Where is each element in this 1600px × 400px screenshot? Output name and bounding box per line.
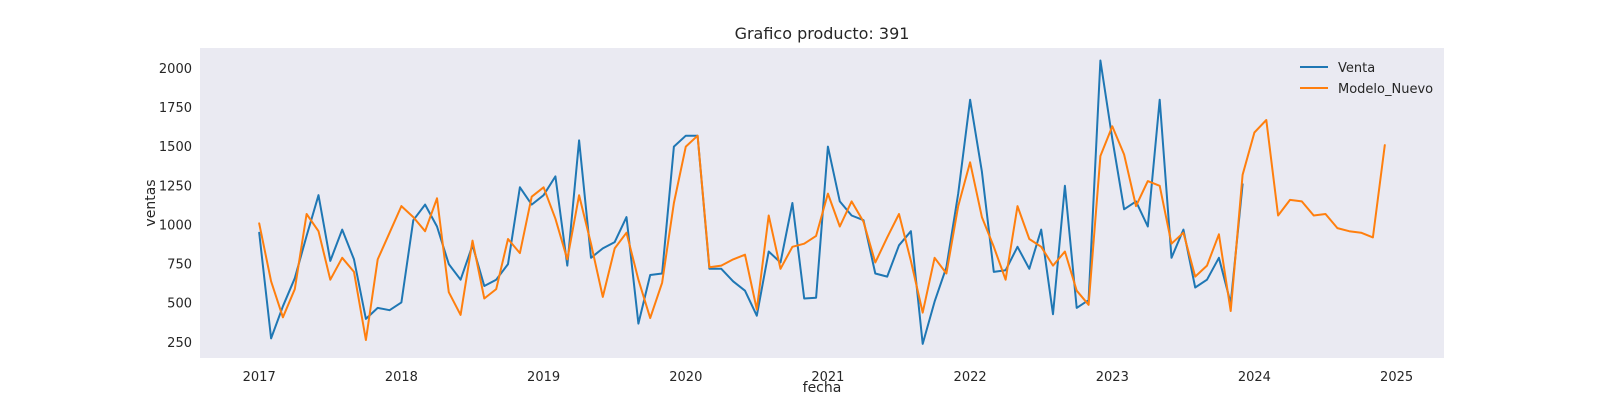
x-tick-label: 2020: [669, 370, 702, 385]
y-tick-label: 1500: [159, 140, 192, 155]
x-tick-label: 2022: [954, 370, 987, 385]
y-tick-label: 2000: [159, 62, 192, 77]
y-tick-label: 1000: [159, 218, 192, 233]
y-tick-label: 750: [167, 258, 192, 273]
y-axis-label: ventas: [143, 179, 159, 226]
y-tick-label: 500: [167, 297, 192, 312]
y-tick-label: 250: [167, 336, 192, 351]
x-tick-label: 2018: [385, 370, 418, 385]
y-axis: 250 500 750 1000 1250 1500 1750 2000: [159, 62, 192, 351]
x-tick-label: 2017: [243, 370, 276, 385]
y-tick-label: 1250: [159, 179, 192, 194]
plot-background: [200, 48, 1444, 358]
x-axis-label: fecha: [803, 380, 842, 396]
legend-label: Modelo_Nuevo: [1338, 82, 1433, 97]
x-tick-label: 2024: [1238, 370, 1271, 385]
series-layer: [258, 59, 1386, 345]
x-tick-label: 2019: [527, 370, 560, 385]
legend: Venta Modelo_Nuevo: [1300, 61, 1433, 97]
legend-label: Venta: [1338, 61, 1375, 76]
chart-title: Grafico producto: 391: [735, 24, 910, 43]
x-tick-label: 2021: [811, 370, 844, 385]
x-tick-label: 2025: [1380, 370, 1413, 385]
y-tick-label: 1750: [159, 101, 192, 116]
x-tick-label: 2023: [1096, 370, 1129, 385]
series-line-venta: [258, 59, 1244, 345]
x-axis: 2017 2018 2019 2020 2021 2022 2023 2024 2025: [243, 370, 1413, 385]
series-line-modelo-nuevo: [258, 119, 1386, 341]
